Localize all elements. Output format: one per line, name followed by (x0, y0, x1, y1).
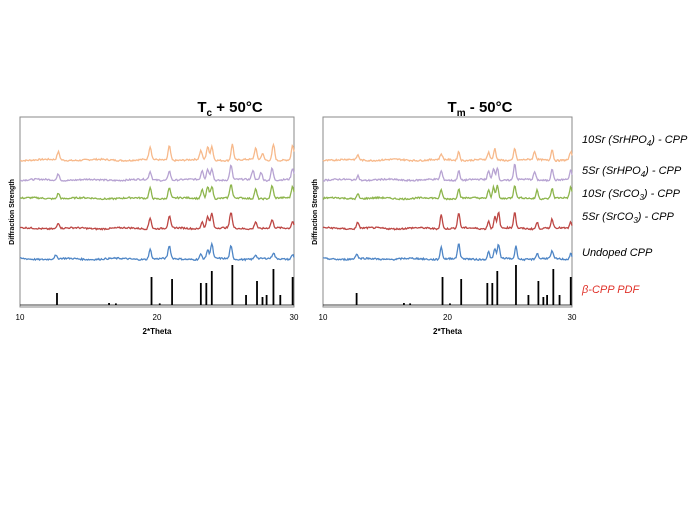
legend-entry: β-CPP PDF (581, 284, 640, 296)
chart-title: Tc + 50°C (197, 99, 263, 119)
x-tick-label: 10 (16, 313, 25, 322)
series-line-1 (19, 142, 295, 163)
x-axis-label: 2*Theta (433, 327, 462, 336)
legend-entry: 10Sr (SrCO3) - CPP (582, 188, 681, 202)
series-line-2 (19, 164, 295, 183)
series-line-3 (322, 184, 573, 201)
series-line-4 (19, 212, 295, 231)
series-line-5 (322, 243, 573, 262)
x-tick-label: 30 (290, 313, 299, 322)
x-tick-label: 20 (443, 313, 452, 322)
legend-entry: 10Sr (SrHPO4) - CPP (582, 134, 688, 148)
reference-pattern (323, 265, 572, 306)
chart-panel-2: Tm - 50°C Diffraction Strength 10 20 30 2*The… (312, 99, 577, 336)
reference-pattern (20, 265, 294, 306)
plot-area-frame (19, 116, 295, 308)
chart-panel-1: Tc + 50°C Diffraction Strength 10 20 30 2*The… (9, 99, 299, 336)
plot-area-frame (322, 116, 573, 308)
chart-title: Tm - 50°C (448, 99, 513, 119)
legend: 10Sr (SrHPO4) - CPP 5Sr (SrHPO4) - CPP 10S… (581, 134, 688, 296)
series-line-1 (322, 147, 573, 163)
legend-entry: 5Sr (SrHPO4) - CPP (582, 165, 682, 179)
y-axis-label: Diffraction Strength (312, 179, 319, 245)
x-tick-label: 20 (153, 313, 162, 322)
legend-entry: 5Sr (SrCO3) - CPP (582, 211, 675, 225)
legend-entry: Undoped CPP (582, 247, 653, 259)
series-line-4 (322, 211, 573, 231)
series-line-3 (19, 184, 295, 201)
x-tick-label: 10 (319, 313, 328, 322)
x-axis-label: 2*Theta (143, 327, 172, 336)
series-line-5 (19, 241, 295, 262)
series-line-2 (322, 163, 573, 183)
x-tick-label: 30 (568, 313, 577, 322)
y-axis-label: Diffraction Strength (9, 179, 16, 245)
